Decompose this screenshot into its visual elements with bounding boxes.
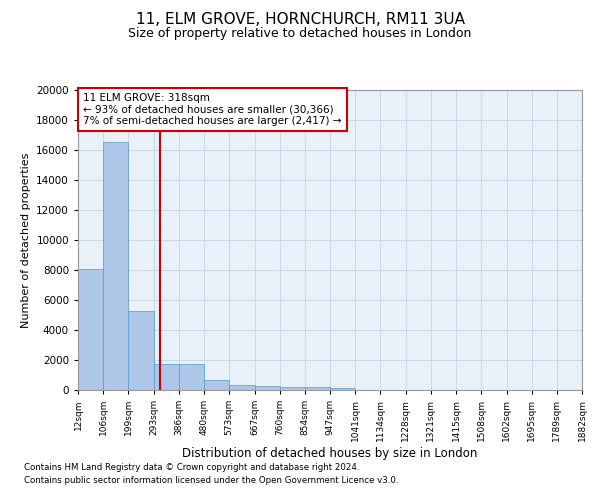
Bar xyxy=(179,364,204,390)
Text: Contains HM Land Registry data © Crown copyright and database right 2024.: Contains HM Land Registry data © Crown c… xyxy=(24,464,359,472)
Text: 11, ELM GROVE, HORNCHURCH, RM11 3UA: 11, ELM GROVE, HORNCHURCH, RM11 3UA xyxy=(136,12,464,28)
Bar xyxy=(128,310,154,390)
Bar xyxy=(154,364,179,390)
Bar xyxy=(280,386,305,390)
Text: 11 ELM GROVE: 318sqm
← 93% of detached houses are smaller (30,366)
7% of semi-de: 11 ELM GROVE: 318sqm ← 93% of detached h… xyxy=(83,93,341,126)
Bar xyxy=(305,387,330,390)
Bar xyxy=(204,380,229,390)
X-axis label: Distribution of detached houses by size in London: Distribution of detached houses by size … xyxy=(182,446,478,460)
Y-axis label: Number of detached properties: Number of detached properties xyxy=(20,152,31,328)
Bar xyxy=(103,142,128,390)
Text: Contains public sector information licensed under the Open Government Licence v3: Contains public sector information licen… xyxy=(24,476,398,485)
Text: Size of property relative to detached houses in London: Size of property relative to detached ho… xyxy=(128,28,472,40)
Bar xyxy=(229,385,254,390)
Bar xyxy=(78,268,103,390)
Bar xyxy=(254,386,280,390)
Bar xyxy=(330,388,355,390)
